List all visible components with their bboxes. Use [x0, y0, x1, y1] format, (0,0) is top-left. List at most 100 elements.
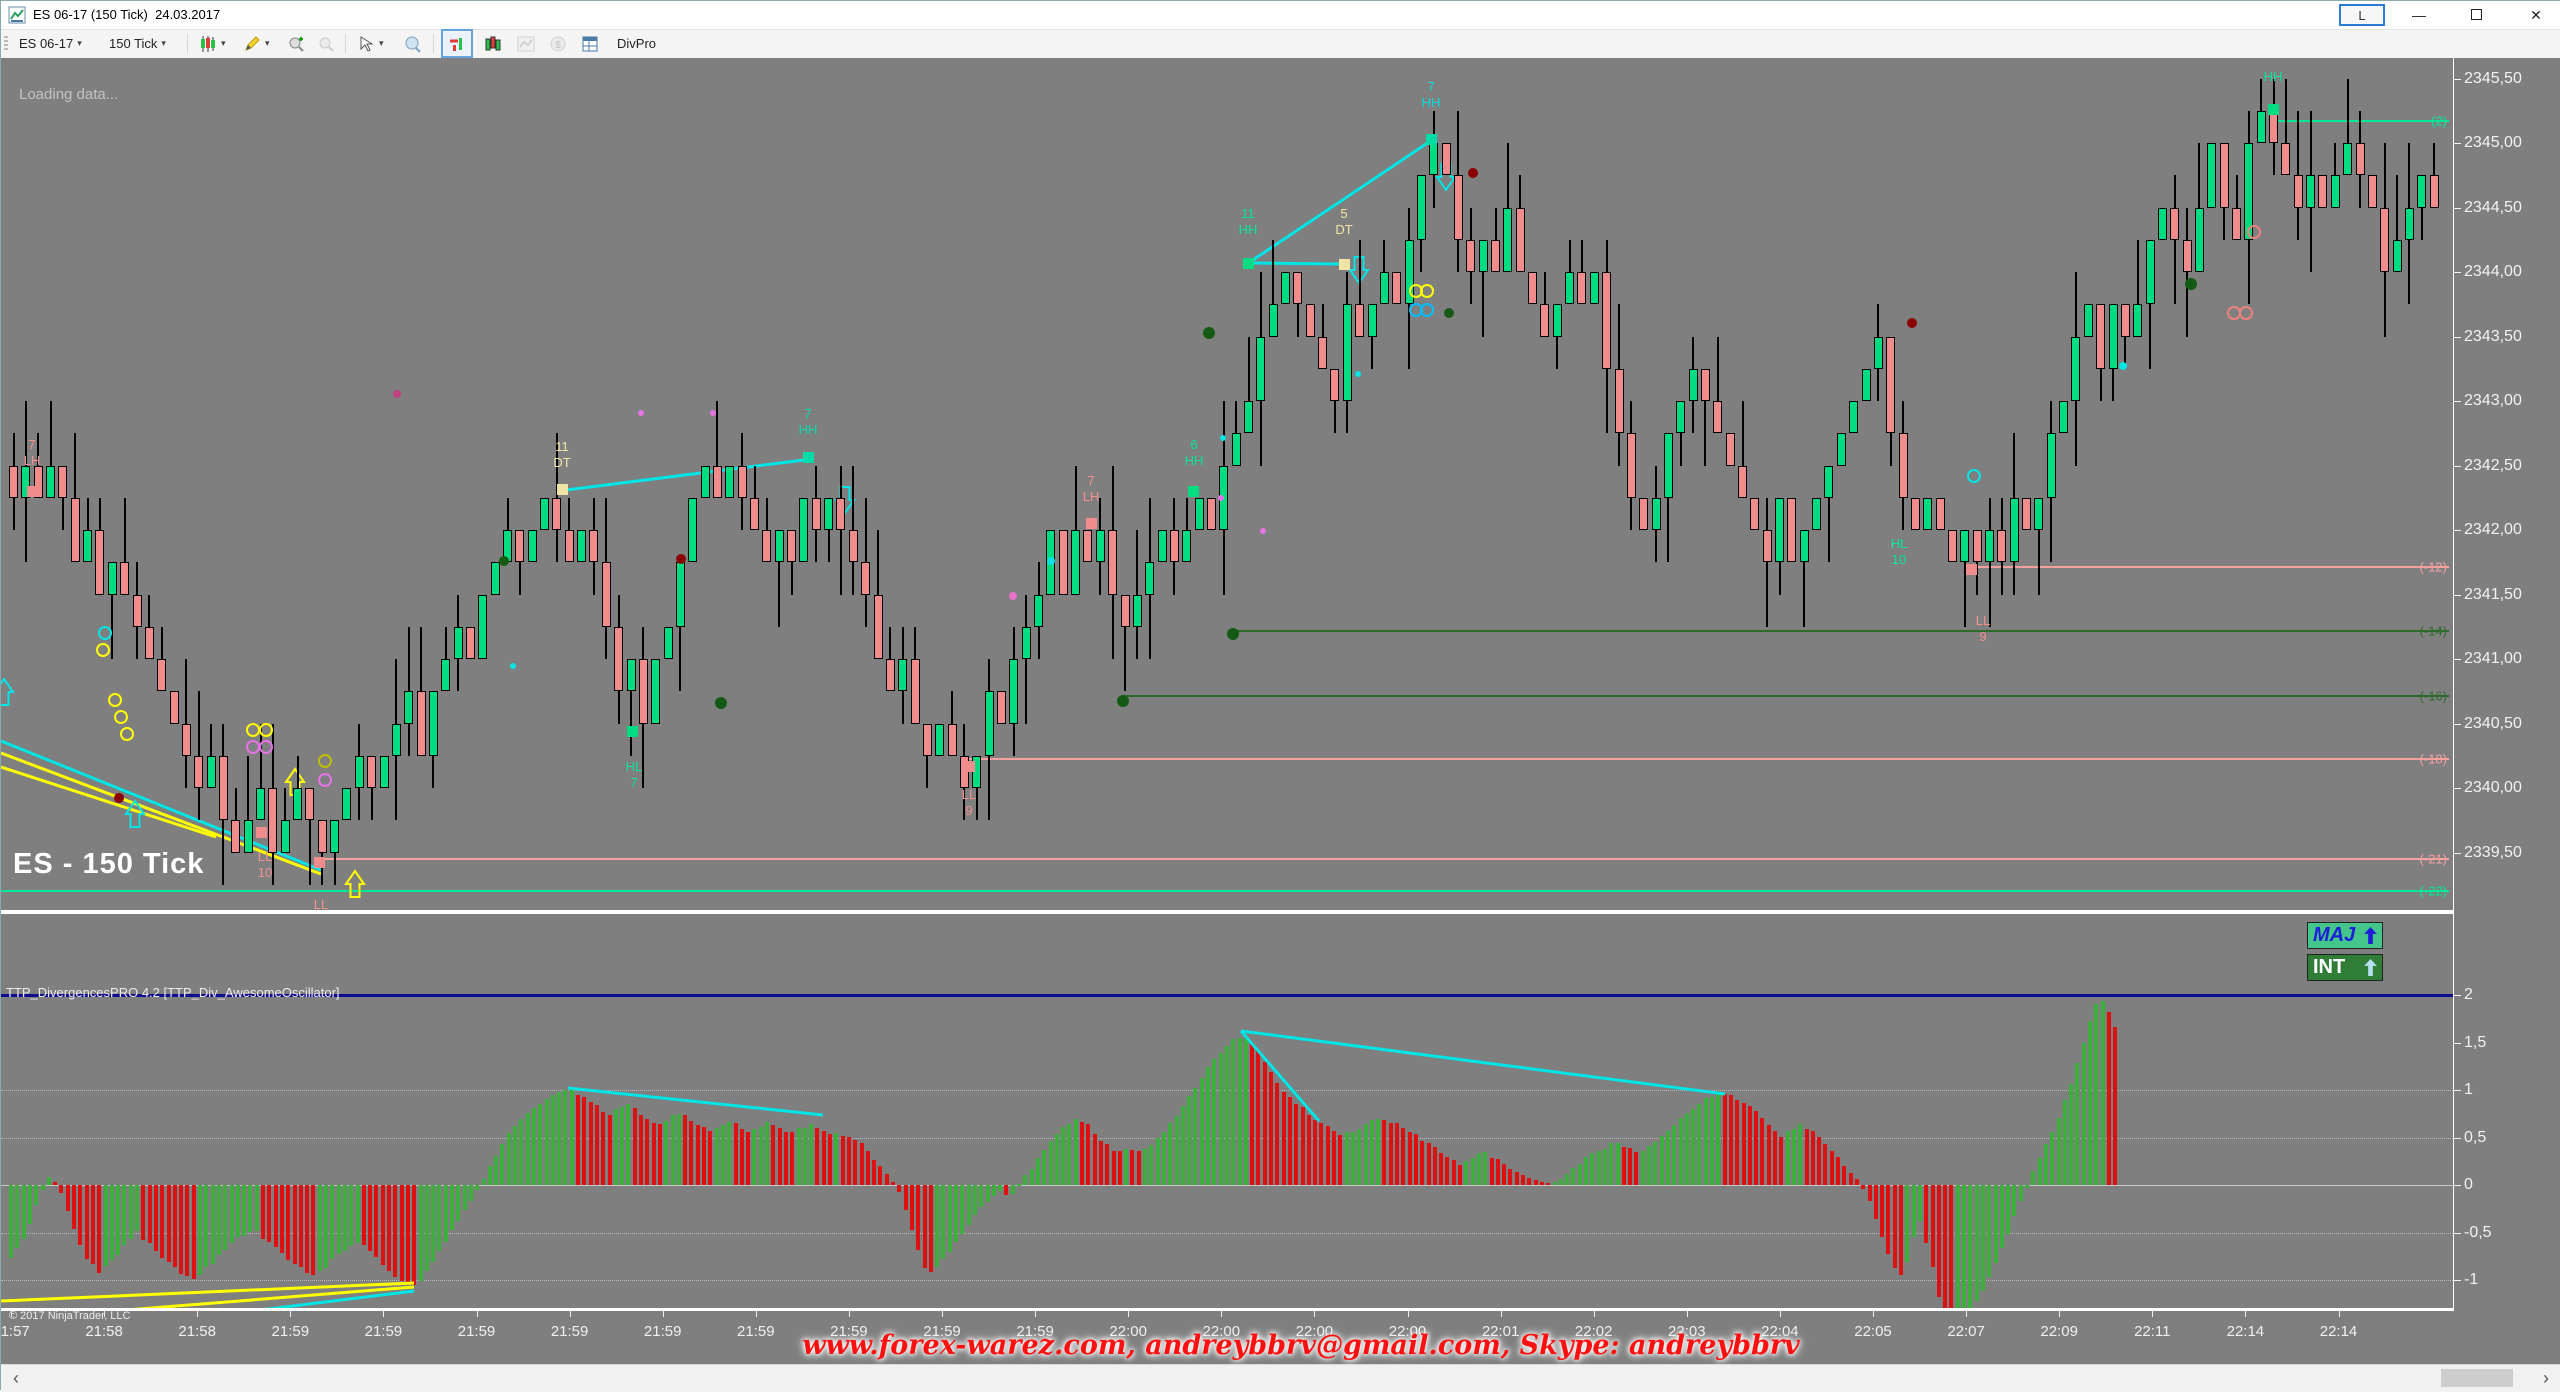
oscillator-bar: [1704, 1098, 1708, 1185]
indicator-panel-button-active[interactable]: [444, 32, 470, 55]
candle-wick: [1989, 498, 1991, 627]
time-tick: [2245, 1311, 2246, 1317]
marker-circle: [259, 723, 273, 737]
oscillator-bar: [475, 1185, 479, 1190]
candle: [614, 627, 623, 692]
close-button[interactable]: ✕: [2516, 4, 2556, 26]
link-button[interactable]: L: [2339, 4, 2385, 26]
swing-label: 7 HH: [1422, 79, 1441, 111]
marker-circle: [2247, 225, 2261, 239]
oscillator-bar: [526, 1113, 530, 1185]
oscillator-bar: [1622, 1147, 1626, 1185]
oscillator-bar: [28, 1185, 32, 1224]
drawing-tools-dropdown[interactable]: ▾: [239, 32, 274, 55]
candle: [1553, 304, 1562, 336]
scrollbar-thumb[interactable]: [2441, 1369, 2513, 1387]
swing-label: 7 HH: [799, 406, 818, 438]
horizontal-scrollbar[interactable]: ‹ ›: [1, 1364, 2560, 1392]
marker-dot: [1227, 628, 1239, 640]
oscillator-bar: [904, 1185, 908, 1210]
instrument-dropdown[interactable]: ES 06-17 ▾: [15, 32, 86, 55]
oscillator-bar: [1905, 1185, 1909, 1262]
toolbar-grip[interactable]: [4, 36, 8, 52]
candle: [799, 498, 808, 563]
candle: [2257, 111, 2266, 143]
chart-bars-button[interactable]: [480, 32, 506, 55]
title-bar[interactable]: ES 06-17 (150 Tick) 24.03.2017 L — ✕: [1, 1, 2560, 30]
oscillator-bar: [1338, 1135, 1342, 1185]
oscillator-bar: [1502, 1164, 1506, 1185]
oscillator-bar: [1496, 1159, 1500, 1185]
swing-marker: [256, 827, 267, 838]
candle: [1639, 498, 1648, 530]
minimize-button[interactable]: —: [2399, 4, 2439, 26]
marker-dot: [510, 663, 516, 669]
oscillator-bar: [973, 1185, 977, 1215]
data-box-button[interactable]: [399, 32, 425, 55]
line-chart-button[interactable]: [513, 32, 539, 55]
oscillator-bar: [2113, 1027, 2117, 1185]
time-tick: [1780, 1311, 1781, 1317]
oscillator-bar: [47, 1177, 51, 1185]
oscillator-bar: [1049, 1141, 1053, 1185]
svg-text:$: $: [555, 40, 561, 51]
price-panel[interactable]: Loading data... ES - 150 Tick (2)(-12)(-…: [1, 58, 2453, 910]
oscillator-bar: [2088, 1021, 2092, 1185]
window-title: ES 06-17 (150 Tick) 24.03.2017: [33, 7, 220, 22]
oscillator-bar: [1836, 1157, 1840, 1185]
scroll-right-button[interactable]: ›: [2533, 1365, 2559, 1391]
time-label: 21:59: [272, 1323, 310, 1340]
oscillator-bar: [192, 1185, 196, 1279]
oscillator-bar: [1187, 1096, 1191, 1185]
chart-style-dropdown[interactable]: ▾: [195, 32, 230, 55]
oscillator-bar: [1061, 1127, 1065, 1185]
oscillator-bar: [1823, 1144, 1827, 1185]
oscillator-bar: [1861, 1185, 1865, 1189]
scroll-left-button[interactable]: ‹: [3, 1365, 29, 1391]
oscillator-bar: [878, 1166, 882, 1185]
oscillator-bar: [778, 1128, 782, 1185]
oscillator-bar: [456, 1185, 460, 1221]
oscillator-bar: [1842, 1166, 1846, 1185]
cursor-tool-dropdown[interactable]: ▾: [353, 32, 388, 55]
oscillator-bar: [519, 1119, 523, 1185]
oscillator-bar: [671, 1115, 675, 1185]
candle: [1516, 208, 1525, 273]
dollar-button[interactable]: $: [545, 32, 571, 55]
oscillator-bar: [860, 1143, 864, 1185]
data-grid-icon: [581, 35, 599, 53]
candle: [2380, 208, 2389, 273]
candle: [9, 466, 18, 498]
candle: [95, 530, 104, 595]
oscillator-bar: [967, 1185, 971, 1225]
oscillator-axis-label: 0,5: [2464, 1129, 2486, 1147]
oscillator-bar: [885, 1174, 889, 1185]
oscillator-bar: [563, 1090, 567, 1185]
price-axis-label: 2341,50: [2464, 586, 2522, 604]
candle: [1824, 466, 1833, 498]
candle: [812, 498, 821, 530]
oscillator-bar: [198, 1185, 202, 1275]
candle: [1911, 498, 1920, 530]
maj-label: MAJ: [2313, 924, 2355, 947]
price-axis[interactable]: ▼ 2345,502345,002344,502344,002343,50234…: [2454, 58, 2560, 1311]
oscillator-bar: [1017, 1184, 1021, 1186]
restore-button[interactable]: [2456, 4, 2496, 26]
candle: [1232, 433, 1241, 465]
oscillator-bar: [1590, 1153, 1594, 1185]
axis-tick: [2454, 1185, 2461, 1186]
zoom-out-button[interactable]: [313, 32, 339, 55]
data-grid-button[interactable]: [577, 32, 603, 55]
candle: [528, 530, 537, 562]
oscillator-bar: [343, 1185, 347, 1251]
oscillator-panel[interactable]: TTP_DivergencesPRO 4.2 [TTP_Div_AwesomeO…: [1, 914, 2453, 1308]
marker-dot: [1009, 592, 1017, 600]
zoom-in-button[interactable]: [283, 32, 309, 55]
candle: [1195, 498, 1204, 530]
oscillator-bar: [1760, 1118, 1764, 1185]
candle: [2047, 433, 2056, 498]
interval-dropdown[interactable]: 150 Tick ▾: [105, 32, 170, 55]
oscillator-bar: [891, 1182, 895, 1185]
axis-tick: [2454, 995, 2461, 996]
oscillator-bar: [1433, 1147, 1437, 1185]
